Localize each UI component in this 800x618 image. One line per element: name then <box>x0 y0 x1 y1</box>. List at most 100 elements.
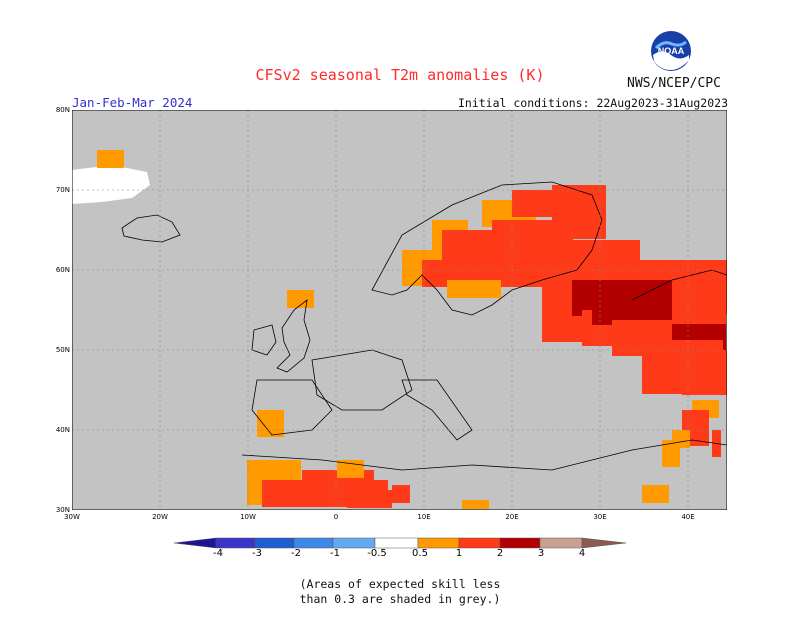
anomaly-cell <box>691 350 700 359</box>
anomaly-cell <box>709 359 718 368</box>
anomaly-cell <box>292 460 301 469</box>
anomaly-cell <box>691 419 700 428</box>
anomaly-cell <box>682 410 691 419</box>
anomaly-cell <box>669 358 678 367</box>
anomaly-cell <box>642 340 651 349</box>
anomaly-cell <box>696 340 705 349</box>
anomaly-cell <box>642 349 651 358</box>
anomaly-cell <box>347 499 356 508</box>
anomaly-cell <box>521 278 530 287</box>
anomaly-cell <box>456 289 465 298</box>
anomaly-cell <box>256 460 265 469</box>
lat-tick-80n: 80N <box>55 106 70 114</box>
anomaly-cell <box>617 300 626 309</box>
anomaly-cell <box>283 460 292 469</box>
anomaly-cell <box>639 320 648 329</box>
anomaly-cell <box>619 289 628 298</box>
anomaly-cell <box>500 209 509 218</box>
anomaly-cell <box>519 238 528 247</box>
anomaly-cell <box>512 199 521 208</box>
anomaly-cell <box>712 430 721 439</box>
anomaly-cell <box>610 298 619 307</box>
anomaly-cell <box>483 289 492 298</box>
coastlines <box>121 181 728 471</box>
anomaly-cell <box>718 386 727 395</box>
anomaly-cell <box>551 279 560 288</box>
colorbar-swatch <box>215 537 256 549</box>
anomaly-cell <box>519 265 528 274</box>
anomaly-cell <box>591 328 600 337</box>
anomaly-cell <box>601 280 610 289</box>
anomaly-cell <box>356 499 365 508</box>
anomaly-cell <box>682 359 691 368</box>
anomaly-cell <box>644 309 653 318</box>
anomaly-cell <box>648 329 657 338</box>
anomaly-cell <box>651 358 660 367</box>
anomaly-cell <box>717 297 726 306</box>
anomaly-cell <box>610 280 619 289</box>
anomaly-cell <box>510 247 519 256</box>
anomaly-cell <box>402 259 411 268</box>
anomaly-cell <box>610 307 619 316</box>
anomaly-cell <box>591 337 600 346</box>
anomaly-cell <box>578 270 587 279</box>
anomaly-cell <box>280 489 289 498</box>
anomaly-cell <box>600 337 609 346</box>
anomaly-cell <box>374 490 383 499</box>
lat-tick-70n: 70N <box>55 186 70 194</box>
anomaly-cell <box>621 329 630 338</box>
anomaly-cell <box>699 270 708 279</box>
anomaly-cell <box>280 480 289 489</box>
anomaly-cell <box>651 349 660 358</box>
colorbar-label: -3 <box>252 548 262 559</box>
anomaly-cell <box>271 498 280 507</box>
anomaly-cell <box>266 419 275 428</box>
anomaly-cell <box>682 386 691 395</box>
anomaly-cell <box>637 269 646 278</box>
anomaly-cell <box>465 280 474 289</box>
anomaly-cell <box>465 289 474 298</box>
anomaly-cell <box>610 269 619 278</box>
anomaly-cell <box>592 260 601 269</box>
anomaly-cell <box>338 488 347 497</box>
anomaly-cell <box>690 279 699 288</box>
anomaly-cell <box>700 386 709 395</box>
anomaly-cell <box>561 194 570 203</box>
anomaly-cell <box>681 297 690 306</box>
anomaly-cell <box>492 289 501 298</box>
anomaly-cell <box>691 437 700 446</box>
colorbar-label: 3 <box>537 548 545 559</box>
anomaly-cell <box>644 300 653 309</box>
anomaly-cell <box>551 306 560 315</box>
anomaly-cell <box>637 289 646 298</box>
anomaly-cell <box>487 257 496 266</box>
anomaly-cell <box>262 489 271 498</box>
anomaly-cell <box>374 499 383 508</box>
anomaly-cell <box>631 249 640 258</box>
colorbar-swatch <box>254 537 295 549</box>
anomaly-cell <box>700 377 709 386</box>
ireland <box>251 324 277 356</box>
anomaly-cell <box>274 460 283 469</box>
anomaly-cell <box>392 485 401 494</box>
anomaly-cell <box>588 194 597 203</box>
anomaly-cell <box>449 269 458 278</box>
lon-tick-30e: 30E <box>593 513 607 521</box>
anomaly-cell <box>664 260 673 269</box>
anomaly-cell <box>551 288 560 297</box>
anomaly-cell <box>660 349 669 358</box>
anomaly-cell <box>519 229 528 238</box>
anomaly-cell <box>460 230 469 239</box>
anomaly-cell <box>655 260 664 269</box>
anomaly-cell <box>662 449 671 458</box>
anomaly-cell <box>592 269 601 278</box>
anomaly-cell <box>691 359 700 368</box>
anomaly-cell <box>651 485 660 494</box>
anomaly-cell <box>579 194 588 203</box>
anomaly-cell <box>115 150 124 159</box>
anomaly-cell <box>365 470 374 479</box>
anomaly-cell <box>530 190 539 199</box>
anomaly-cell <box>664 289 673 298</box>
anomaly-cell <box>302 470 311 479</box>
anomaly-cell <box>552 185 561 194</box>
